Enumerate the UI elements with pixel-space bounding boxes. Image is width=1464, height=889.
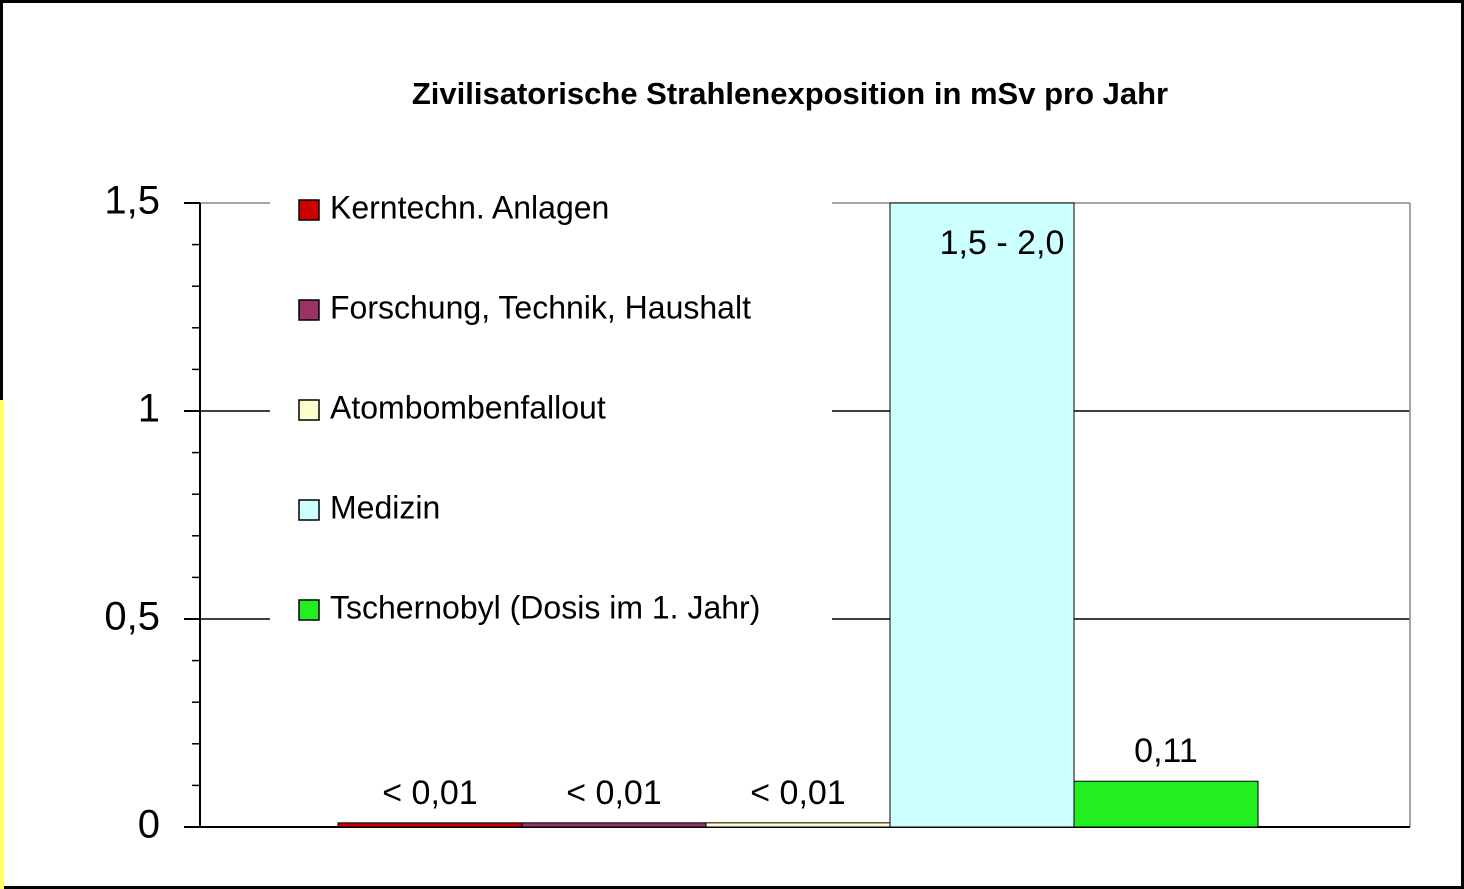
bar: [889, 202, 1075, 828]
legend-swatch: [298, 299, 320, 321]
value-label: < 0,01: [382, 774, 477, 812]
legend-label: Kerntechn. Anlagen: [330, 189, 609, 225]
bar: [521, 822, 707, 828]
legend-swatch: [298, 499, 320, 521]
legend-label: Medizin: [330, 489, 440, 525]
legend-swatch: [298, 199, 320, 221]
legend-swatch: [298, 399, 320, 421]
bar: [705, 822, 891, 828]
edge-strip: [0, 400, 4, 889]
y-tick-label: 0: [138, 803, 160, 847]
legend-swatch: [298, 599, 320, 621]
y-tick-label: 0,5: [104, 595, 160, 639]
bar: [337, 822, 523, 828]
y-tick-label: 1,5: [104, 179, 160, 223]
value-label: < 0,01: [750, 774, 845, 812]
legend-label: Atombombenfallout: [330, 389, 606, 425]
chart-title: Zivilisatorische Strahlenexposition in m…: [412, 76, 1168, 111]
value-label: < 0,01: [566, 774, 661, 812]
legend-label: Tschernobyl (Dosis im 1. Jahr): [330, 589, 760, 625]
y-tick-label: 1: [138, 387, 160, 431]
legend-background: [270, 178, 832, 693]
bar: [1073, 780, 1259, 828]
value-label: 0,11: [1134, 732, 1198, 770]
value-label: 1,5 - 2,0: [940, 224, 1065, 262]
legend-label: Forschung, Technik, Haushalt: [330, 289, 751, 325]
legend: Kerntechn. Anlagen Forschung, Technik, Ha…: [270, 178, 832, 693]
